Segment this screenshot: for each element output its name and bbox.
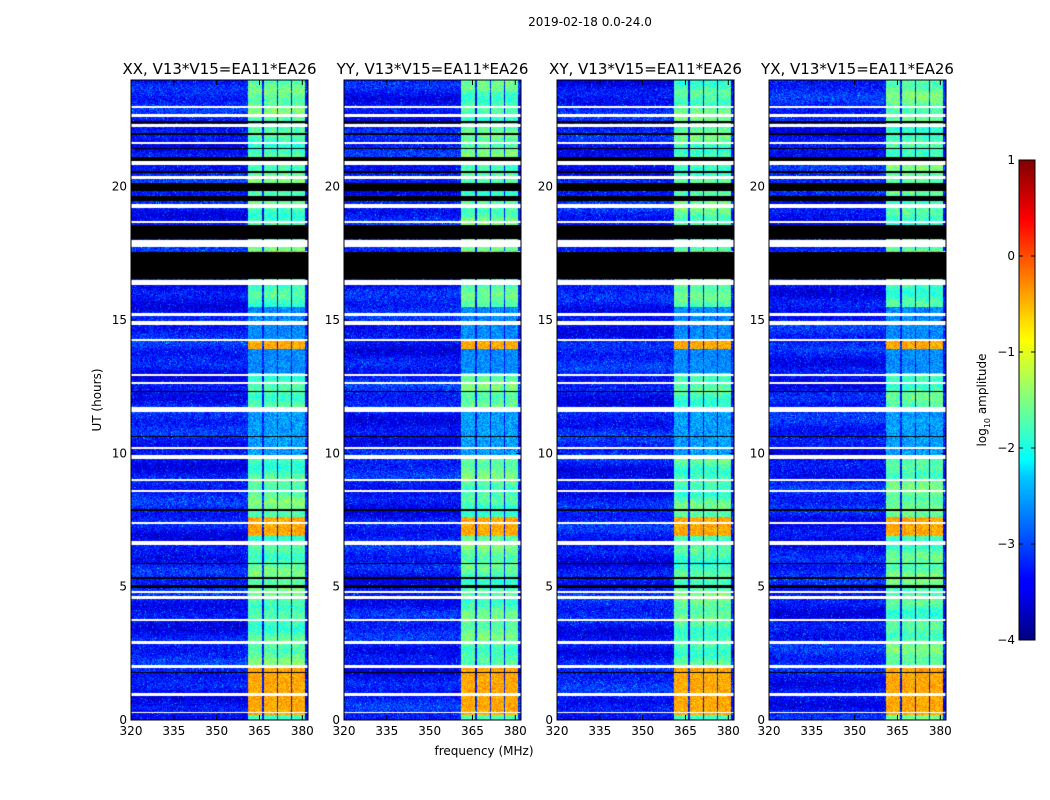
panel-title: YX, V13*V15=EA11*EA26 (760, 60, 954, 78)
heatmap-image (769, 80, 946, 720)
panel-title: XX, V13*V15=EA11*EA26 (122, 60, 316, 78)
colorbar-label-text: amplitude (975, 354, 989, 418)
colorbar-ticks: −4 −3 −2 −1 0 1 (997, 153, 1035, 647)
y-tick-label: 10 (325, 446, 340, 460)
y-tick-label: 0 (757, 713, 765, 727)
x-tick-label: 335 (375, 724, 398, 738)
x-tick-label: 365 (248, 724, 271, 738)
y-tick-label: 10 (112, 446, 127, 460)
colorbar-label-subscript: 10 (983, 418, 992, 428)
panel-2: YY, V13*V15=EA11*EA26 320 335 350 365 380 0 5 10… (325, 60, 529, 738)
y-tick-label: 15 (112, 313, 127, 327)
x-tick-label: 380 (717, 724, 740, 738)
panel-3: XY, V13*V15=EA11*EA26 320 335 350 365 380 0 5 10… (538, 60, 742, 738)
x-tick-label: 365 (674, 724, 697, 738)
y-tick-label: 20 (538, 180, 553, 194)
x-tick-label: 335 (588, 724, 611, 738)
x-tick-label: 320 (333, 724, 356, 738)
x-tick-label: 350 (843, 724, 866, 738)
y-tick-label: 0 (545, 713, 553, 727)
y-tick-label: 5 (332, 580, 340, 594)
y-tick-label: 10 (538, 446, 553, 460)
panel-frame (556, 79, 735, 721)
figure-title: 2019-02-18 0.0-24.0 (528, 15, 652, 29)
panel-frame (130, 79, 309, 721)
x-tick-label: 350 (205, 724, 228, 738)
y-tick-label: 5 (545, 580, 553, 594)
colorbar-tick-label: −2 (997, 441, 1015, 455)
colorbar-tick-label: −4 (997, 633, 1015, 647)
colorbar-tick-label: −1 (997, 345, 1015, 359)
y-tick-label: 10 (750, 446, 765, 460)
colorbar-tick-label: 0 (1007, 249, 1015, 263)
x-tick-label: 320 (546, 724, 569, 738)
y-tick-label: 15 (538, 313, 553, 327)
x-tick-label: 380 (291, 724, 314, 738)
x-axis-label: frequency (MHz) (434, 744, 533, 758)
panel-frame (768, 79, 947, 721)
panel-title: XY, V13*V15=EA11*EA26 (549, 60, 742, 78)
y-tick-label: 20 (325, 180, 340, 194)
heatmap-image (557, 80, 734, 720)
colorbar-label-log: log (975, 428, 989, 446)
x-tick-label: 335 (800, 724, 823, 738)
panel-title: YY, V13*V15=EA11*EA26 (336, 60, 529, 78)
panel-1: XX, V13*V15=EA11*EA26 320 335 350 365 380 0 5 10… (112, 60, 317, 738)
y-tick-label: 15 (750, 313, 765, 327)
y-tick-label: 5 (757, 580, 765, 594)
heatmap-image (131, 80, 308, 720)
heatmap-image (344, 80, 521, 720)
y-tick-label: 15 (325, 313, 340, 327)
x-tick-label: 320 (758, 724, 781, 738)
y-tick-label: 20 (112, 180, 127, 194)
x-tick-label: 335 (162, 724, 185, 738)
colorbar-tick-label: −3 (997, 537, 1015, 551)
y-tick-label: 0 (332, 713, 340, 727)
colorbar: −4 −3 −2 −1 0 1 log10 amplitude (975, 153, 1036, 647)
colorbar-label: log10 amplitude (975, 354, 992, 447)
x-tick-label: 380 (504, 724, 527, 738)
panel-4: YX, V13*V15=EA11*EA26 320 335 350 365 380 0 5 10… (750, 60, 954, 738)
y-tick-label: 0 (119, 713, 127, 727)
x-tick-label: 365 (886, 724, 909, 738)
y-axis-label: UT (hours) (90, 368, 104, 431)
y-tick-label: 20 (750, 180, 765, 194)
colorbar-gradient (1018, 159, 1036, 641)
panel-frame (343, 79, 522, 721)
y-tick-label: 5 (119, 580, 127, 594)
x-tick-label: 380 (929, 724, 952, 738)
colorbar-tick-label: 1 (1007, 153, 1015, 167)
x-tick-label: 320 (120, 724, 143, 738)
x-tick-label: 365 (461, 724, 484, 738)
x-tick-label: 350 (631, 724, 654, 738)
x-tick-label: 350 (418, 724, 441, 738)
heatmap-panels: XX, V13*V15=EA11*EA26 320 335 350 365 380 0 5 10… (112, 60, 954, 738)
